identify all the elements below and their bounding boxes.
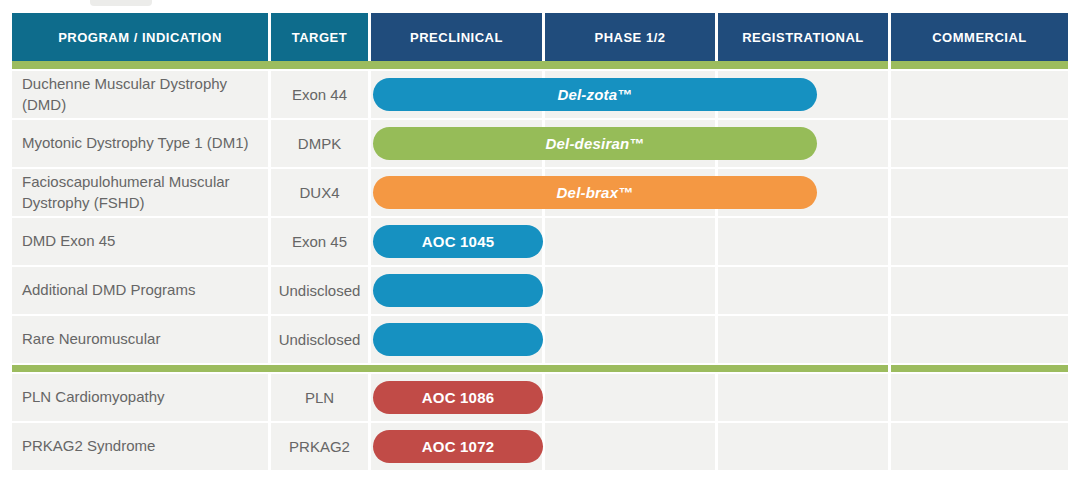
target-label: Undisclosed xyxy=(279,331,361,348)
pipeline-bar-label: Del-zota™ xyxy=(557,86,632,103)
program-cell: PRKAG2 Syndrome xyxy=(12,423,268,470)
target-label: DMPK xyxy=(298,135,341,152)
header-cell-phase12: PHASE 1/2 xyxy=(545,13,715,61)
stage-cell-registrational xyxy=(718,316,888,363)
header-cell-commercial: COMMERCIAL xyxy=(891,13,1068,61)
section-divider xyxy=(12,365,1068,372)
stage-cell-commercial xyxy=(891,374,1068,421)
stage-cell-phase12 xyxy=(545,374,715,421)
target-label: DUX4 xyxy=(299,184,339,201)
pipeline-bar-label: AOC 1045 xyxy=(422,233,494,250)
divider-segment xyxy=(891,365,1068,372)
program-cell: Facioscapulohumeral Muscular Dystrophy (… xyxy=(12,169,268,216)
pipeline-row: Additional DMD Programs Undisclosed xyxy=(12,267,1068,314)
header-cell-preclinical: PRECLINICAL xyxy=(371,13,542,61)
target-cell: PRKAG2 xyxy=(271,423,368,470)
pipeline-row: PRKAG2 Syndrome PRKAG2 AOC 1072 xyxy=(12,423,1068,470)
stage-cell-phase12 xyxy=(545,316,715,363)
pipeline-row: Duchenne Muscular Dystrophy (DMD) Exon 4… xyxy=(12,71,1068,118)
program-cell: Myotonic Dystrophy Type 1 (DM1) xyxy=(12,120,268,167)
program-label: Rare Neuromuscular xyxy=(22,329,160,349)
stage-cell-commercial xyxy=(891,218,1068,265)
header-accent-bar xyxy=(12,61,1068,69)
stage-cell-phase12 xyxy=(545,267,715,314)
header-cell-registrational: REGISTRATIONAL xyxy=(718,13,888,61)
target-label: Exon 45 xyxy=(292,233,347,250)
pipeline-bar xyxy=(373,274,543,307)
program-cell: PLN Cardiomyopathy xyxy=(12,374,268,421)
header-cell-target: TARGET xyxy=(271,13,368,61)
pipeline-bar: Del-brax™ xyxy=(373,176,817,209)
program-label: Additional DMD Programs xyxy=(22,280,195,300)
stage-cell-commercial xyxy=(891,120,1068,167)
target-label: PRKAG2 xyxy=(289,438,350,455)
target-cell: DMPK xyxy=(271,120,368,167)
program-cell: DMD Exon 45 xyxy=(12,218,268,265)
pipeline-bar xyxy=(373,323,543,356)
program-label: PRKAG2 Syndrome xyxy=(22,436,155,456)
program-label: Myotonic Dystrophy Type 1 (DM1) xyxy=(22,133,248,153)
pipeline-table: PROGRAM / INDICATION TARGET PRECLINICAL … xyxy=(0,0,1080,478)
accent-bar-segment xyxy=(891,61,1068,69)
program-label: Facioscapulohumeral Muscular Dystrophy (… xyxy=(22,172,254,213)
stage-cell-registrational xyxy=(718,374,888,421)
pipeline-bar: Del-zota™ xyxy=(373,78,817,111)
program-cell: Duchenne Muscular Dystrophy (DMD) xyxy=(12,71,268,118)
pipeline-bar-label: Del-desiran™ xyxy=(545,135,644,152)
pipeline-bar-label: AOC 1086 xyxy=(422,389,494,406)
pipeline-bar-label: Del-brax™ xyxy=(557,184,634,201)
program-cell: Rare Neuromuscular xyxy=(12,316,268,363)
stage-cell-commercial xyxy=(891,71,1068,118)
accent-bar-segment xyxy=(12,61,888,69)
target-label: Exon 44 xyxy=(292,86,347,103)
pipeline-row: Myotonic Dystrophy Type 1 (DM1) DMPK Del… xyxy=(12,120,1068,167)
divider-segment xyxy=(12,365,888,372)
pipeline-bar: AOC 1045 xyxy=(373,225,543,258)
target-cell: Exon 45 xyxy=(271,218,368,265)
pipeline-bar: AOC 1072 xyxy=(373,430,543,463)
target-cell: DUX4 xyxy=(271,169,368,216)
stage-cell-commercial xyxy=(891,169,1068,216)
pipeline-row: DMD Exon 45 Exon 45 AOC 1045 xyxy=(12,218,1068,265)
pipeline-row: PLN Cardiomyopathy PLN AOC 1086 xyxy=(12,374,1068,421)
pipeline-bar-label: AOC 1072 xyxy=(422,438,494,455)
pipeline-bar: Del-desiran™ xyxy=(373,127,817,160)
program-cell: Additional DMD Programs xyxy=(12,267,268,314)
stage-cell-phase12 xyxy=(545,423,715,470)
header-row: PROGRAM / INDICATION TARGET PRECLINICAL … xyxy=(12,13,1068,61)
target-label: Undisclosed xyxy=(279,282,361,299)
stage-cell-registrational xyxy=(718,423,888,470)
stage-cell-phase12 xyxy=(545,218,715,265)
pipeline-row: Rare Neuromuscular Undisclosed xyxy=(12,316,1068,363)
target-cell: Undisclosed xyxy=(271,267,368,314)
stage-cell-registrational xyxy=(718,218,888,265)
target-cell: PLN xyxy=(271,374,368,421)
program-label: DMD Exon 45 xyxy=(22,231,115,251)
stage-cell-commercial xyxy=(891,423,1068,470)
stage-cell-registrational xyxy=(718,267,888,314)
stage-cell-commercial xyxy=(891,267,1068,314)
screen-artifact xyxy=(90,0,152,6)
target-label: PLN xyxy=(305,389,334,406)
target-cell: Undisclosed xyxy=(271,316,368,363)
pipeline-bar: AOC 1086 xyxy=(373,381,543,414)
target-cell: Exon 44 xyxy=(271,71,368,118)
stage-cell-commercial xyxy=(891,316,1068,363)
program-label: Duchenne Muscular Dystrophy (DMD) xyxy=(22,74,254,115)
pipeline-row: Facioscapulohumeral Muscular Dystrophy (… xyxy=(12,169,1068,216)
program-label: PLN Cardiomyopathy xyxy=(22,387,165,407)
header-cell-program-indication: PROGRAM / INDICATION xyxy=(12,13,268,61)
